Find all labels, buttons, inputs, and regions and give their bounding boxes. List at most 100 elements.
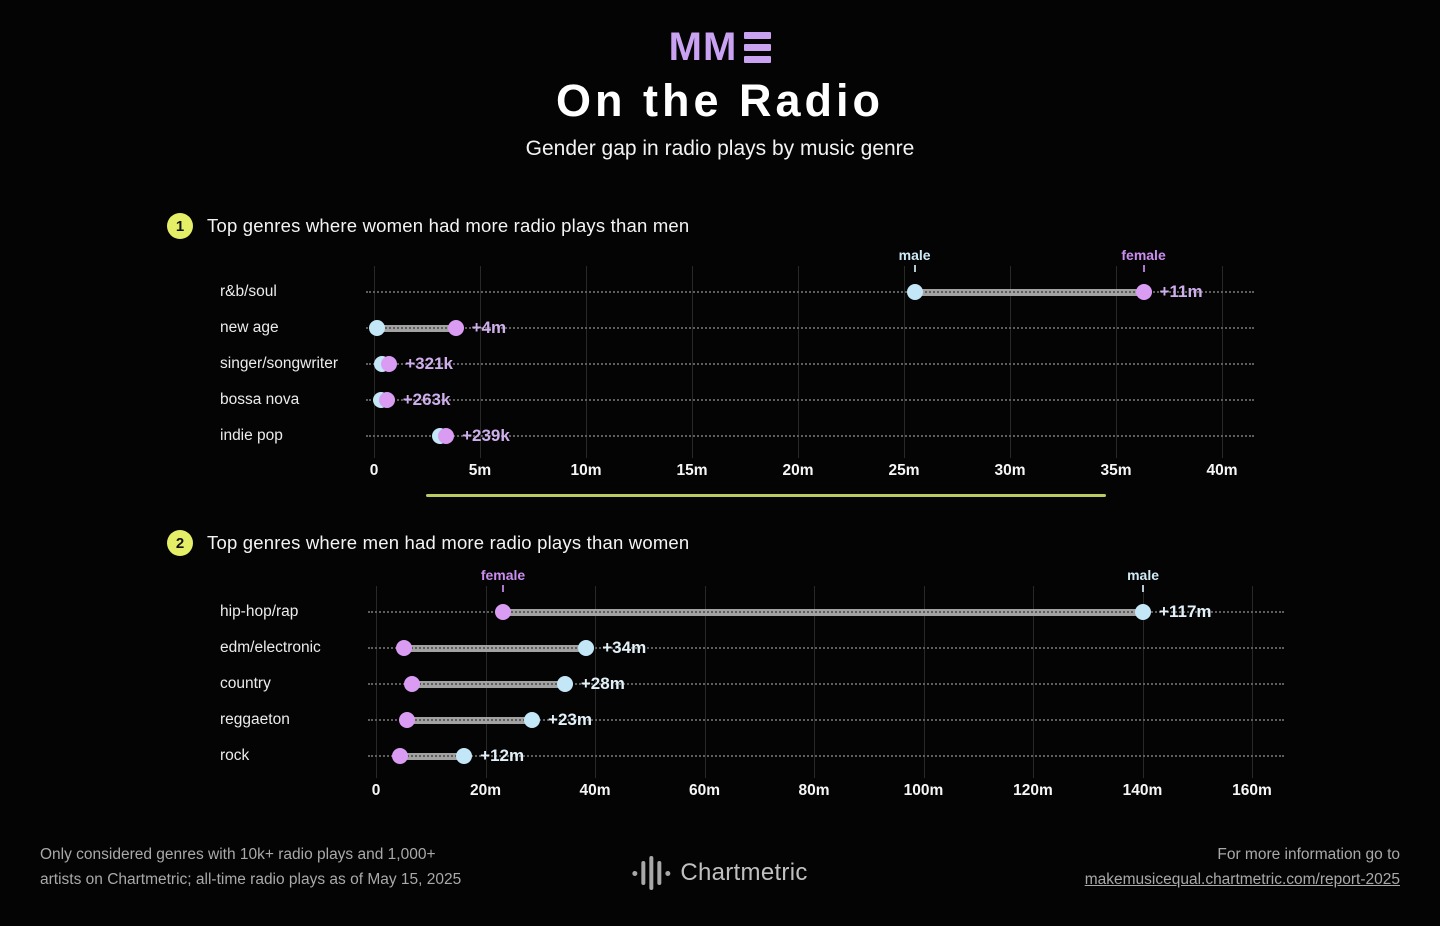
gridline — [1033, 586, 1034, 778]
chart-row: rock +12m — [220, 738, 1390, 774]
genre-label: hip-hop/rap — [220, 603, 299, 620]
row-dotted-line — [368, 683, 1284, 685]
chart-row: new age +4m — [220, 310, 1370, 346]
axis-tick-label: 80m — [798, 782, 830, 799]
genre-label: rock — [220, 747, 250, 764]
axis-tick-label: 20m — [469, 782, 502, 799]
diff-value: +34m — [602, 638, 647, 657]
chart-row: hip-hop/rap +117m — [220, 594, 1390, 630]
diff-value: +11m — [1159, 282, 1203, 301]
report-link[interactable]: makemusicequal.chartmetric.com/report-20… — [1084, 871, 1400, 888]
methodology-note: Only considered genres with 10k+ radio p… — [40, 842, 461, 892]
female-dot — [395, 640, 412, 656]
row-dotted-line — [368, 755, 1284, 757]
gridline — [1142, 586, 1144, 778]
mme-logo-e-bars-icon — [744, 32, 772, 66]
section-2-badge: 2 — [167, 530, 193, 556]
gridline — [923, 586, 925, 778]
header: MM On the Radio Gender gap in radio play… — [0, 26, 1440, 161]
genre-label: indie pop — [220, 427, 283, 444]
female-dot — [404, 676, 421, 692]
row-dotted-line — [366, 291, 1254, 293]
axis-tick-label: 120m — [1013, 782, 1053, 799]
gridline — [595, 586, 596, 778]
male-dot — [369, 320, 386, 336]
row-dotted-line — [366, 399, 1254, 401]
gridline — [376, 586, 377, 778]
row-dotted-line — [366, 435, 1254, 437]
male-annotation-label: male — [898, 247, 931, 263]
axis-tick-label: 35m — [1100, 462, 1132, 479]
diff-value: +321k — [405, 354, 453, 373]
diff-value: +117m — [1159, 602, 1212, 621]
annotation-tick-icon — [1142, 265, 1145, 272]
chart-men-advantage: 0 20m 40m 60m 80m 100m 120m 140m 160m hip-hop/rap… — [220, 564, 1390, 804]
male-dot — [578, 640, 595, 656]
genre-label: country — [220, 675, 271, 692]
row-dotted-line — [366, 363, 1254, 365]
diff-value: +23m — [548, 710, 592, 729]
chart-row: edm/electronic +34m — [220, 630, 1390, 666]
more-info: For more information go to makemusicequa… — [1085, 842, 1400, 892]
female-dot — [495, 604, 512, 620]
gridline — [1252, 586, 1253, 778]
gridline — [1010, 266, 1011, 458]
diff-value: +239k — [462, 426, 510, 445]
female-annotation-label: female — [480, 567, 526, 583]
chartmetric-waveform-icon — [632, 856, 671, 890]
female-dot — [399, 712, 416, 728]
female-dot — [378, 392, 395, 408]
axis-tick-label: 100m — [903, 782, 944, 799]
axis-tick-label: 0 — [369, 462, 379, 479]
page-title: On the Radio — [556, 75, 884, 126]
section-1-badge: 1 — [167, 213, 193, 239]
chart-row: r&b/soul +11m — [220, 274, 1370, 310]
chart-row: reggaeton +23m — [220, 702, 1390, 738]
genre-label: new age — [220, 319, 279, 336]
diff-value: +12m — [480, 746, 525, 765]
axis-tick-label: 40m — [1206, 462, 1238, 479]
male-annotation-label: male — [1127, 567, 1160, 583]
axis-tick-label: 15m — [676, 462, 708, 479]
gridline — [692, 266, 693, 458]
gridline — [480, 266, 481, 458]
female-dot — [381, 356, 398, 372]
annotation-tick-icon — [1142, 585, 1145, 592]
genre-label: singer/songwriter — [220, 355, 339, 372]
mme-logo-text: MM — [668, 25, 738, 69]
gridline — [904, 266, 905, 458]
genre-label: edm/electronic — [220, 639, 321, 656]
female-dot — [438, 428, 455, 444]
page-subtitle: Gender gap in radio plays by music genre — [525, 137, 915, 160]
section-2-title: Top genres where men had more radio play… — [207, 532, 690, 553]
axis-tick-label: 25m — [888, 462, 920, 479]
axis-tick-label: 10m — [570, 462, 602, 479]
genre-label: reggaeton — [220, 711, 290, 728]
axis-tick-label: 0 — [371, 782, 381, 799]
female-dot — [392, 748, 409, 764]
axis-tick-label: 160m — [1232, 782, 1272, 799]
chart-row: singer/songwriter +321k — [220, 346, 1370, 382]
section-1-title: Top genres where women had more radio pl… — [207, 215, 690, 236]
gridline — [814, 586, 815, 778]
section-2-header: 2 Top genres where men had more radio pl… — [167, 530, 689, 556]
annotation-tick-icon — [913, 265, 916, 272]
annotation-tick-icon — [502, 585, 505, 592]
male-dot — [556, 676, 573, 692]
male-dot — [456, 748, 473, 764]
mme-logo: MM — [0, 25, 1440, 69]
male-dot — [1135, 604, 1152, 620]
chart-women-advantage: 0 5m 10m 15m 20m 25m 30m 35m 40m r&b/soul +11m male… — [220, 244, 1370, 484]
methodology-note-line1: Only considered genres with 10k+ radio p… — [40, 846, 436, 863]
row-dotted-line — [368, 719, 1284, 721]
female-annotation-label: female — [1121, 247, 1166, 263]
chartmetric-logo: Chartmetric — [632, 856, 807, 890]
gridline — [704, 586, 706, 778]
male-dot — [524, 712, 541, 728]
chart-row: indie pop +239k — [220, 418, 1370, 454]
methodology-note-line2: artists on Chartmetric; all-time radio p… — [40, 871, 462, 888]
chart-row: bossa nova +263k — [220, 382, 1370, 418]
gridline — [1116, 266, 1117, 458]
section-1-header: 1 Top genres where women had more radio … — [167, 213, 689, 239]
